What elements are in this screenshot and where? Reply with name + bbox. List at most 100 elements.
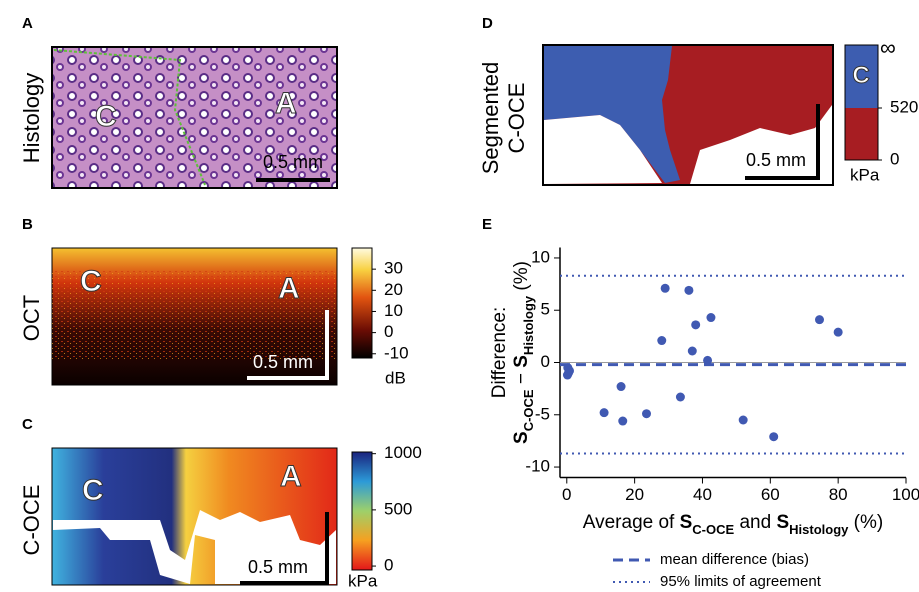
overlay-label: A: [278, 272, 300, 305]
x-tick-label: 20: [625, 485, 644, 504]
label-part: Histology: [789, 522, 849, 537]
colorbar: [351, 451, 373, 571]
colorbar-tick-label: 20: [384, 280, 403, 299]
point: [599, 408, 609, 418]
point: [564, 366, 574, 376]
side-label: C-OCE: [19, 485, 44, 556]
colorbar-tick-label: 0: [384, 322, 393, 341]
x-tick-label: 0: [562, 485, 571, 504]
panel-letter: D: [482, 15, 493, 32]
point: [616, 382, 626, 392]
colorbar-unit: dB: [385, 368, 406, 387]
side-label: C-OCE: [504, 83, 529, 154]
point: [660, 283, 670, 293]
scale-bar: [745, 104, 820, 180]
colorbar-tick-label: 0: [890, 149, 899, 168]
panel-letter: B: [22, 216, 33, 233]
panel-c: C C-OCE C A 0.5 mm kPa: [19, 416, 378, 591]
label-part: and: [734, 512, 776, 533]
histology-image: [51, 46, 338, 189]
panel-d: D Segmented C-OCE 0.5 mm ∞ kPa: [478, 15, 896, 186]
point: [706, 313, 716, 323]
label-part: S: [680, 512, 693, 533]
y-axis-label: Difference:SC-OCE − SHistology (%): [489, 261, 536, 444]
colorbar-tick-label: 520: [890, 97, 918, 116]
cancer-region: [544, 46, 680, 183]
point: [618, 416, 628, 426]
side-label: Histology: [19, 73, 44, 163]
panel-letter: A: [22, 15, 33, 32]
label-part: (%): [848, 512, 883, 533]
label-part: Average of: [583, 512, 680, 533]
masked-region: [544, 105, 832, 184]
scale-label: 0.5 mm: [746, 150, 806, 170]
scale-label: 0.5 mm: [263, 152, 323, 172]
scale-bar: [240, 512, 329, 585]
legend-label: 95% limits of agreement: [660, 573, 822, 590]
colorbar-tick-label: 500: [384, 499, 412, 518]
point: [687, 346, 697, 356]
label-part: S: [511, 355, 532, 368]
colorbar-top-label: ∞: [880, 35, 896, 60]
point: [642, 409, 651, 419]
boundary: [53, 49, 206, 186]
scale-bar: [247, 310, 329, 380]
region-label: C: [852, 62, 869, 89]
colorbar: [844, 44, 879, 161]
colorbar-segment: [845, 108, 878, 160]
x-tick-label: 100: [892, 485, 919, 504]
y-tick-label: -5: [535, 404, 550, 423]
label-part: S: [776, 512, 789, 533]
colorbar: [351, 247, 373, 359]
panel-letter: C: [22, 416, 33, 433]
scale-label: 0.5 mm: [253, 352, 313, 372]
overlay-label: A: [280, 460, 302, 493]
legend-label: mean difference (bias): [660, 551, 809, 568]
point: [675, 392, 685, 402]
x-tick-label: 80: [829, 485, 848, 504]
y-tick-label: -10: [525, 457, 550, 476]
overlay-label: C: [82, 474, 104, 507]
label-part: Difference:: [489, 307, 510, 399]
label-part: Histology: [521, 295, 536, 355]
colorbar-tick-label: 10: [384, 301, 403, 320]
x-axis-label: Average of SC-OCE and SHistology (%): [583, 512, 883, 537]
panel-a: A Histology C A 0.5 mm: [19, 15, 338, 189]
overlay-label: C: [80, 265, 102, 298]
side-label: Segmented: [478, 62, 503, 175]
y-tick-label: 10: [531, 247, 550, 266]
point: [833, 327, 843, 337]
panel-letter: E: [482, 216, 492, 233]
point: [738, 415, 748, 425]
label-part: (%): [511, 261, 532, 296]
point: [691, 320, 701, 330]
point: [657, 336, 667, 346]
colorbar-unit: kPa: [850, 165, 880, 184]
side-label: OCT: [19, 295, 44, 341]
label-part: C-OCE: [692, 522, 734, 537]
y-tick-label: 0: [541, 352, 550, 371]
x-tick-label: 40: [693, 485, 712, 504]
colorbar-unit: kPa: [348, 571, 378, 590]
overlay-label: A: [275, 87, 297, 120]
scale-label: 0.5 mm: [248, 557, 308, 577]
x-tick-label: 60: [761, 485, 780, 504]
label-part: C-OCE: [521, 389, 536, 431]
masked-region: [53, 510, 336, 584]
colorbar-tick-label: 30: [384, 259, 403, 278]
colorbar-tick-label: 0: [384, 556, 393, 575]
point: [769, 432, 779, 442]
overlay-label: C: [95, 100, 117, 133]
colorbar-tick-label: 1000: [384, 443, 422, 462]
oct-speckle: [52, 270, 337, 360]
colorbar-segment: [845, 45, 878, 108]
colorbar-tick-label: -10: [384, 343, 409, 362]
point: [684, 285, 694, 295]
point: [703, 355, 713, 365]
label-part: S: [511, 431, 532, 444]
point: [815, 315, 824, 325]
y-tick-label: 5: [541, 300, 550, 319]
panel-b: B OCT C A 0.5 mm dB: [19, 216, 406, 388]
label-part: −: [511, 368, 532, 390]
